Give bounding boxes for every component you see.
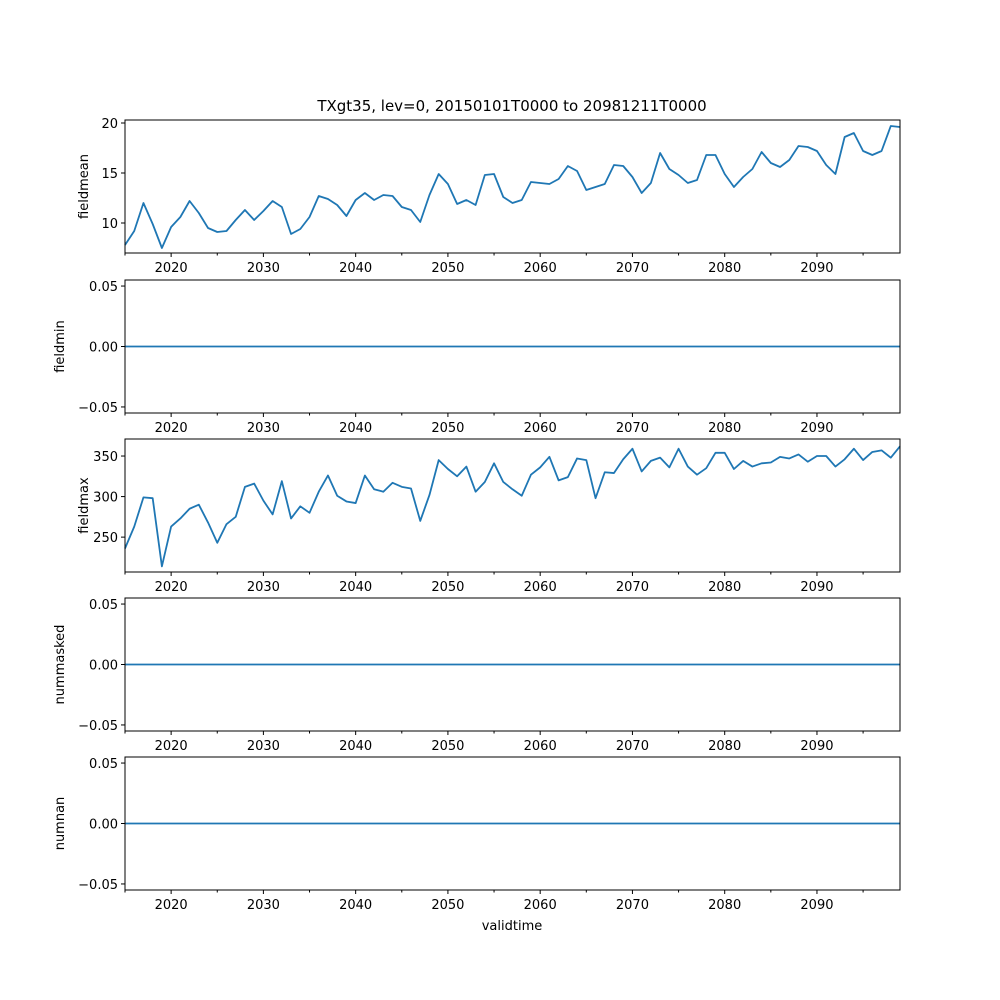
y-axis-label-numnan: numnan [53, 797, 68, 851]
y-tick-label: 250 [93, 531, 118, 546]
panel-fieldmax: 250 300 350 2020 2030 2040 2050 2060 2070 2080 209… [77, 438, 901, 595]
y-tick-label: 0.05 [89, 598, 118, 613]
series-line-fieldmax [124, 445, 901, 568]
x-tick-label: 2040 [339, 421, 372, 436]
x-tick-label: 2080 [708, 261, 741, 276]
x-tick-label: 2040 [339, 261, 372, 276]
x-tick-label: 2070 [616, 739, 649, 754]
y-tick-label: 0.00 [89, 818, 118, 833]
x-tick-label: 2080 [708, 580, 741, 595]
x-tick-label: 2020 [155, 580, 188, 595]
x-tick-label: 2030 [247, 739, 280, 754]
x-tick-label: 2070 [616, 898, 649, 913]
y-axis-label-nummasked: nummasked [53, 625, 68, 705]
x-tick-label: 2060 [524, 261, 557, 276]
x-tick-label: 2050 [431, 261, 464, 276]
x-tick-label: 2070 [616, 580, 649, 595]
axis-frame-fieldmean [124, 119, 901, 254]
x-tick-label: 2020 [155, 739, 188, 754]
y-tick-label: 0.05 [89, 757, 118, 772]
y-tick-label: 0.05 [89, 280, 118, 295]
x-tick-label: 2090 [800, 421, 833, 436]
y-tick-label: 10 [101, 217, 118, 232]
x-axis-label: validtime [482, 919, 543, 934]
x-tick-label: 2090 [800, 580, 833, 595]
x-tick-label: 2050 [431, 898, 464, 913]
x-tick-label: 2060 [524, 421, 557, 436]
panel-numnan: −0.05 0.00 0.05 2020 2030 2040 2050 2060 2070 208… [53, 756, 901, 913]
axis-frame-fieldmax [124, 438, 901, 573]
x-tick-label: 2090 [800, 898, 833, 913]
x-tick-label: 2050 [431, 739, 464, 754]
x-tick-label: 2030 [247, 580, 280, 595]
y-axis-label-fieldmin: fieldmin [53, 320, 68, 373]
panel-nummasked: −0.05 0.00 0.05 2020 2030 2040 2050 2060 2070 208… [53, 597, 901, 754]
chart-title: TXgt35, lev=0, 20150101T0000 to 20981211… [316, 97, 706, 115]
x-tick-label: 2040 [339, 898, 372, 913]
x-tick-label: 2060 [524, 580, 557, 595]
x-tick-label: 2040 [339, 739, 372, 754]
series-line-fieldmean [124, 125, 901, 249]
x-tick-label: 2080 [708, 739, 741, 754]
x-tick-label: 2060 [524, 739, 557, 754]
x-tick-label: 2020 [155, 421, 188, 436]
y-tick-label: 0.00 [89, 659, 118, 674]
y-tick-label: 350 [93, 450, 118, 465]
x-tick-label: 2080 [708, 421, 741, 436]
y-tick-label: −0.05 [78, 401, 118, 416]
panel-fieldmin: −0.05 0.00 0.05 2020 2030 2040 2050 2060 2070 208… [53, 279, 901, 436]
y-axis-label-fieldmax: fieldmax [77, 477, 92, 534]
y-tick-label: −0.05 [78, 719, 118, 734]
x-tick-label: 2080 [708, 898, 741, 913]
x-tick-label: 2060 [524, 898, 557, 913]
y-tick-label: 300 [93, 491, 118, 506]
x-tick-label: 2030 [247, 261, 280, 276]
y-axis-label-fieldmean: fieldmean [77, 154, 92, 219]
y-tick-label: 20 [101, 117, 118, 132]
x-tick-label: 2020 [155, 261, 188, 276]
x-tick-label: 2020 [155, 898, 188, 913]
y-tick-label: −0.05 [78, 878, 118, 893]
x-tick-label: 2090 [800, 739, 833, 754]
x-tick-label: 2090 [800, 261, 833, 276]
y-tick-label: 15 [101, 167, 118, 182]
y-tick-label: 0.00 [89, 341, 118, 356]
x-tick-label: 2030 [247, 898, 280, 913]
x-tick-label: 2070 [616, 421, 649, 436]
x-tick-label: 2070 [616, 261, 649, 276]
x-tick-label: 2050 [431, 580, 464, 595]
x-tick-label: 2050 [431, 421, 464, 436]
x-tick-label: 2030 [247, 421, 280, 436]
x-tick-label: 2040 [339, 580, 372, 595]
